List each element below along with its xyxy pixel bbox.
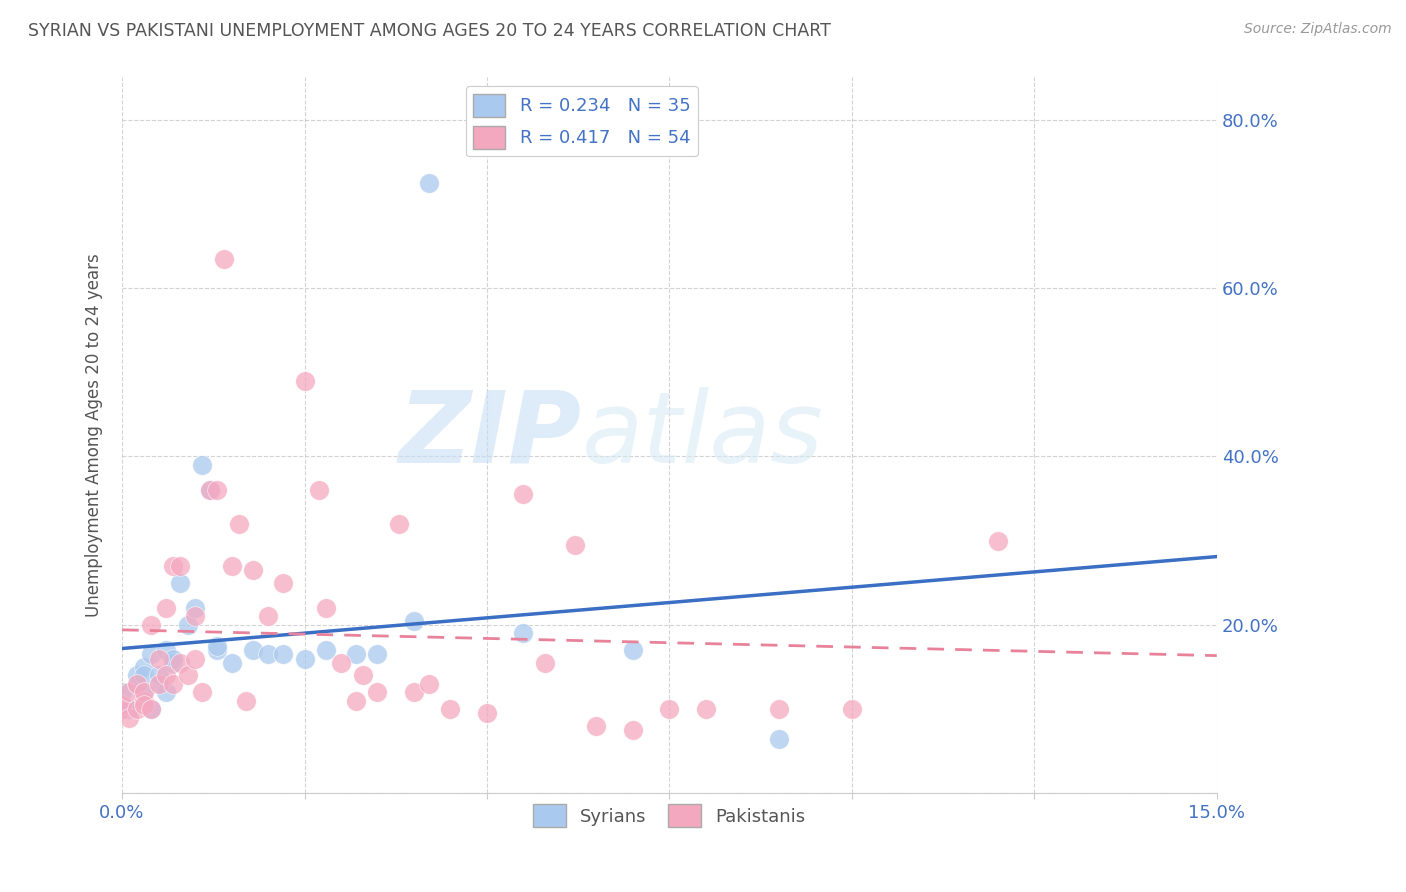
Point: [695, 702, 717, 716]
Point: [564, 538, 586, 552]
Point: [191, 458, 214, 472]
Point: [242, 563, 264, 577]
Point: [148, 677, 170, 691]
Point: [132, 660, 155, 674]
Point: [118, 710, 141, 724]
Point: [132, 685, 155, 699]
Point: [148, 668, 170, 682]
Point: [768, 702, 790, 716]
Point: [418, 176, 440, 190]
Point: [271, 648, 294, 662]
Text: SYRIAN VS PAKISTANI UNEMPLOYMENT AMONG AGES 20 TO 24 YEARS CORRELATION CHART: SYRIAN VS PAKISTANI UNEMPLOYMENT AMONG A…: [28, 22, 831, 40]
Point: [111, 698, 134, 712]
Point: [198, 483, 221, 497]
Point: [111, 685, 134, 699]
Point: [191, 685, 214, 699]
Legend: Syrians, Pakistanis: Syrians, Pakistanis: [526, 797, 813, 834]
Point: [235, 694, 257, 708]
Point: [132, 668, 155, 682]
Point: [212, 252, 235, 266]
Point: [228, 516, 250, 531]
Point: [402, 685, 425, 699]
Point: [257, 648, 280, 662]
Point: [125, 677, 148, 691]
Point: [344, 648, 367, 662]
Point: [475, 706, 498, 721]
Point: [205, 643, 228, 657]
Point: [330, 656, 353, 670]
Point: [841, 702, 863, 716]
Point: [621, 723, 644, 738]
Point: [315, 643, 337, 657]
Text: atlas: atlas: [582, 387, 824, 483]
Point: [111, 702, 134, 716]
Point: [148, 677, 170, 691]
Point: [141, 648, 163, 662]
Point: [162, 677, 184, 691]
Point: [512, 626, 534, 640]
Point: [221, 656, 243, 670]
Point: [155, 668, 177, 682]
Text: Source: ZipAtlas.com: Source: ZipAtlas.com: [1244, 22, 1392, 37]
Point: [184, 609, 207, 624]
Point: [205, 639, 228, 653]
Point: [439, 702, 461, 716]
Point: [169, 558, 191, 573]
Point: [184, 601, 207, 615]
Point: [366, 685, 388, 699]
Point: [132, 698, 155, 712]
Point: [366, 648, 388, 662]
Point: [221, 558, 243, 573]
Point: [177, 668, 200, 682]
Point: [132, 694, 155, 708]
Point: [352, 668, 374, 682]
Point: [621, 643, 644, 657]
Text: ZIP: ZIP: [399, 387, 582, 483]
Point: [344, 694, 367, 708]
Y-axis label: Unemployment Among Ages 20 to 24 years: Unemployment Among Ages 20 to 24 years: [86, 253, 103, 617]
Point: [148, 651, 170, 665]
Point: [987, 533, 1010, 548]
Point: [198, 483, 221, 497]
Point: [658, 702, 681, 716]
Point: [388, 516, 411, 531]
Point: [155, 685, 177, 699]
Point: [169, 575, 191, 590]
Point: [118, 685, 141, 699]
Point: [585, 719, 607, 733]
Point: [534, 656, 557, 670]
Point: [125, 668, 148, 682]
Point: [118, 702, 141, 716]
Point: [205, 483, 228, 497]
Point: [242, 643, 264, 657]
Point: [162, 558, 184, 573]
Point: [132, 685, 155, 699]
Point: [294, 651, 316, 665]
Point: [125, 702, 148, 716]
Point: [184, 651, 207, 665]
Point: [294, 374, 316, 388]
Point: [155, 643, 177, 657]
Point: [315, 601, 337, 615]
Point: [141, 702, 163, 716]
Point: [257, 609, 280, 624]
Point: [512, 487, 534, 501]
Point: [162, 656, 184, 670]
Point: [155, 601, 177, 615]
Point: [177, 618, 200, 632]
Point: [308, 483, 330, 497]
Point: [125, 677, 148, 691]
Point: [768, 731, 790, 746]
Point: [141, 618, 163, 632]
Point: [418, 677, 440, 691]
Point: [169, 656, 191, 670]
Point: [271, 575, 294, 590]
Point: [162, 651, 184, 665]
Point: [402, 614, 425, 628]
Point: [141, 702, 163, 716]
